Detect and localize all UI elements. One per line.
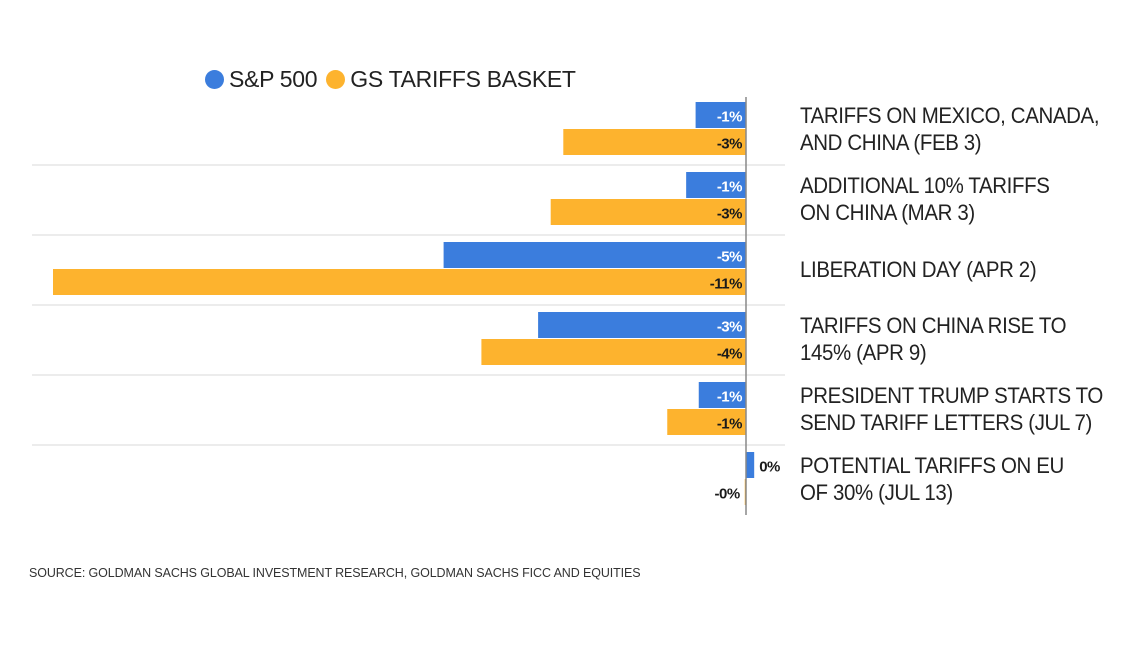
- data-label-gs-tariffs-basket: -0%: [715, 486, 740, 503]
- source-note: SOURCE: GOLDMAN SACHS GLOBAL INVESTMENT …: [29, 565, 641, 580]
- bar-sp500: [746, 452, 755, 478]
- legend-item-sp500: S&P 500: [205, 66, 318, 93]
- category-label-line: ADDITIONAL 10% TARIFFS: [800, 173, 1050, 198]
- bar-gs-tariffs-basket: [53, 269, 746, 295]
- bar-sp500: [695, 102, 746, 128]
- legend-label-gs-tariffs-basket: GS TARIFFS BASKET: [350, 66, 576, 92]
- legend-label-sp500: S&P 500: [229, 66, 318, 92]
- category-label: TARIFFS ON MEXICO, CANADA, AND CHINA (FEB…: [800, 102, 1100, 156]
- category-label: ADDITIONAL 10% TARIFFS ON CHINA (MAR 3): [800, 172, 1050, 226]
- legend-item-gs-tariffs-basket: GS TARIFFS BASKET: [326, 66, 576, 93]
- legend-swatch-sp500: [205, 70, 224, 89]
- bar-gs-tariffs-basket: [481, 339, 746, 365]
- bar-gs-tariffs-basket: [550, 199, 746, 225]
- bar-sp500: [686, 172, 746, 198]
- category-label-line: OF 30% (JUL 13): [800, 480, 953, 505]
- bar-sp500: [443, 242, 746, 268]
- category-label: PRESIDENT TRUMP STARTS TO SEND TARIFF LET…: [800, 382, 1103, 436]
- category-label: LIBERATION DAY (APR 2): [800, 256, 1037, 283]
- category-label-line: PRESIDENT TRUMP STARTS TO: [800, 383, 1103, 408]
- category-label: TARIFFS ON CHINA RISE TO 145% (APR 9): [800, 312, 1067, 366]
- bar-sp500: [538, 312, 746, 338]
- legend-swatch-gs-tariffs-basket: [326, 70, 346, 89]
- data-label-gs-tariffs-basket: -1%: [717, 416, 742, 433]
- data-label-sp500: -1%: [717, 109, 742, 126]
- bar-gs-tariffs-basket: [667, 409, 746, 435]
- data-label-gs-tariffs-basket: -3%: [717, 136, 742, 153]
- category-label-line: TARIFFS ON CHINA RISE TO: [800, 313, 1067, 338]
- category-label-line: SEND TARIFF LETTERS (JUL 7): [800, 410, 1092, 435]
- data-label-sp500: -1%: [717, 179, 742, 196]
- category-label-line: LIBERATION DAY (APR 2): [800, 256, 1037, 282]
- data-label-sp500: -3%: [717, 319, 742, 336]
- category-label-line: AND CHINA (FEB 3): [800, 130, 982, 155]
- data-label-sp500: -5%: [717, 249, 742, 266]
- data-label-sp500: -1%: [717, 389, 742, 406]
- chart-legend: S&P 500 GS TARIFFS BASKET: [205, 66, 585, 93]
- data-label-sp500: 0%: [759, 459, 780, 476]
- category-label-line: POTENTIAL TARIFFS ON EU: [800, 453, 1064, 478]
- bar-gs-tariffs-basket: [563, 129, 746, 155]
- data-label-gs-tariffs-basket: -3%: [717, 206, 742, 223]
- data-label-gs-tariffs-basket: -4%: [717, 346, 742, 363]
- category-label-line: TARIFFS ON MEXICO, CANADA,: [800, 103, 1100, 128]
- category-label-line: 145% (APR 9): [800, 340, 927, 365]
- category-label: POTENTIAL TARIFFS ON EU OF 30% (JUL 13): [800, 452, 1064, 506]
- bar-sp500: [698, 382, 746, 408]
- category-label-line: ON CHINA (MAR 3): [800, 200, 975, 225]
- data-label-gs-tariffs-basket: -11%: [710, 276, 742, 293]
